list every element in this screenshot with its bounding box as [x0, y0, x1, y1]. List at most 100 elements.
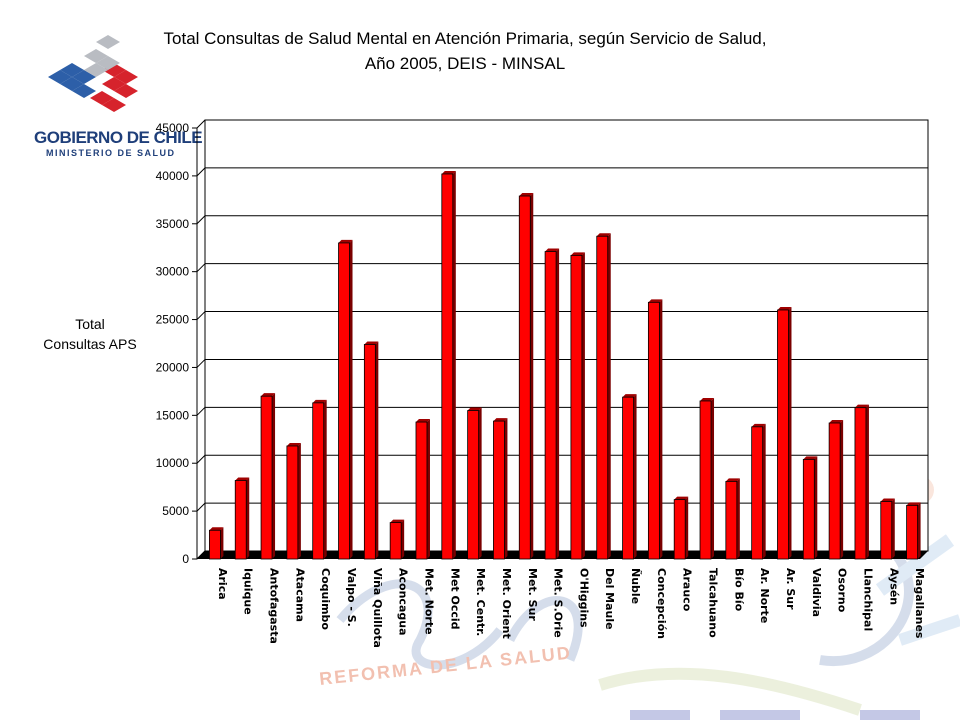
x-tick-label: Atacama	[293, 568, 306, 622]
bar	[518, 193, 534, 560]
y-tick-label: 45000	[156, 121, 190, 135]
bar-top	[209, 527, 224, 531]
bar	[906, 502, 921, 560]
y-tick-label: 40000	[156, 169, 190, 183]
x-tick-label: Talcahuano	[707, 568, 720, 638]
bar-top	[751, 423, 766, 427]
y-tick-depth	[196, 406, 206, 416]
bar-side	[452, 170, 456, 559]
bar-top	[467, 407, 482, 411]
y-tick-depth	[196, 311, 206, 320]
bar-front	[828, 422, 841, 560]
bar-top	[777, 306, 792, 310]
bar-front	[389, 522, 402, 560]
bar-top	[829, 419, 844, 423]
bar-top	[725, 478, 740, 482]
x-tick-label: Osorno	[836, 568, 849, 613]
x-tick-label: Arica	[216, 568, 229, 600]
y-tick-depth	[196, 263, 206, 273]
x-tick-label: Ñuble	[629, 568, 642, 604]
bar-top	[235, 477, 250, 481]
bar-top	[570, 252, 585, 256]
bar	[777, 306, 792, 560]
bar	[544, 248, 560, 560]
y-axis-label-line2: Consultas APS	[43, 336, 137, 352]
bar-side	[426, 419, 430, 559]
bar-side	[865, 404, 869, 559]
bar-front	[596, 235, 609, 560]
bar-side	[788, 306, 792, 559]
bar-side	[297, 442, 301, 559]
bar	[751, 423, 766, 560]
x-tick-label: Valpo - S.	[345, 568, 358, 627]
logo-red-cubes	[90, 63, 138, 112]
plot-area	[196, 119, 929, 560]
bar-side	[840, 419, 844, 559]
y-tick-depth	[196, 119, 206, 129]
bar-front	[725, 481, 738, 560]
bar-side	[814, 456, 818, 559]
x-tick-label: Aconcagua	[397, 568, 410, 636]
bar-top	[312, 399, 327, 403]
bar-front	[906, 504, 918, 560]
x-axis-tick-labels: Arica Iquique Antofagasta Atacama Coquimbo Va…	[216, 568, 926, 648]
bar-front	[544, 251, 557, 560]
x-tick-label: Viña Quillota	[371, 568, 384, 648]
floor	[197, 551, 928, 559]
bar-side	[633, 394, 637, 559]
logo-blue-cubes	[48, 63, 96, 98]
y-tick-label: 35000	[156, 217, 190, 231]
bar	[312, 399, 327, 560]
x-tick-label: O'Higgins	[577, 568, 590, 628]
bar-front	[777, 309, 789, 560]
bar-side	[917, 502, 921, 559]
bar-front	[363, 344, 376, 560]
bar-front	[854, 407, 867, 560]
y-tick-label: 10000	[156, 456, 190, 470]
bar-side	[607, 233, 611, 559]
chart-title-line1: Total Consultas de Salud Mental en Atenc…	[163, 29, 767, 48]
bar	[286, 442, 301, 560]
bar-top	[880, 498, 895, 502]
x-tick-label: Coquimbo	[319, 568, 332, 630]
y-tick-depth	[196, 359, 206, 368]
bar-side	[762, 423, 766, 559]
y-tick-depth	[196, 167, 206, 177]
x-tick-label: Met. S.Orie	[552, 568, 565, 638]
bars	[209, 170, 921, 560]
x-tick-label: Llanchipal	[861, 568, 874, 631]
bar-top	[364, 341, 379, 345]
logo-gray-cubes	[84, 35, 120, 77]
bar-side	[659, 299, 663, 559]
bar-top	[622, 394, 637, 398]
x-tick-label: Bío Bío	[732, 568, 745, 612]
bar-top	[700, 397, 715, 401]
bar-top	[261, 393, 276, 397]
x-tick-label: Met. Centr.	[474, 568, 487, 636]
bar	[725, 478, 740, 560]
y-tick-label: 5000	[162, 504, 189, 518]
bar-front	[699, 400, 712, 560]
bar-top	[415, 419, 430, 423]
bar-front	[570, 254, 583, 560]
x-tick-label: Valdivia	[810, 568, 823, 617]
bar-side	[711, 397, 715, 559]
bar-top	[648, 299, 663, 303]
y-axis-label: Total Consultas APS	[30, 314, 150, 354]
y-axis-ticks: 0 5000 10000 15000 20000 25000 30000 35000 40000…	[156, 119, 206, 566]
y-axis-label-line1: Total	[75, 316, 105, 332]
logo-text-ministerio: MINISTERIO DE SALUD	[46, 148, 176, 158]
bar	[389, 519, 405, 560]
bar-side	[736, 478, 740, 559]
bar-side	[556, 248, 560, 559]
x-tick-label: Aysén	[887, 568, 900, 605]
bar-top	[674, 496, 689, 500]
bar-front	[493, 420, 505, 560]
x-tick-label: Del Maule	[603, 568, 616, 630]
x-tick-label: Met Occid	[448, 568, 461, 630]
y-tick-label: 30000	[156, 265, 190, 279]
bar	[570, 252, 585, 560]
bar-front	[441, 173, 454, 560]
bar-top	[803, 456, 818, 460]
